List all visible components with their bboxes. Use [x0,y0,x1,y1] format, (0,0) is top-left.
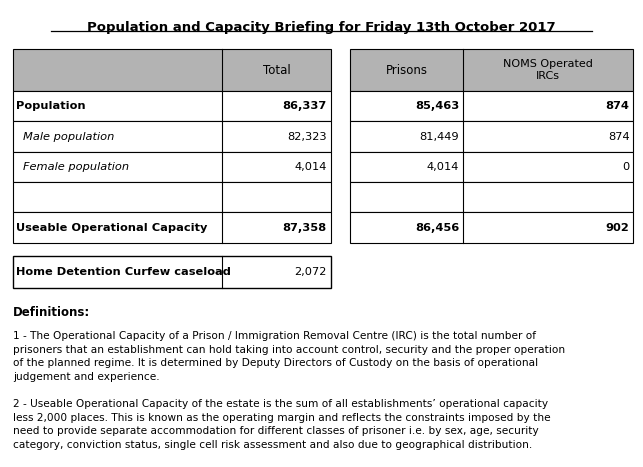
Text: 87,358: 87,358 [282,223,327,233]
Text: 86,337: 86,337 [282,101,327,111]
Text: 85,463: 85,463 [415,101,459,111]
Text: Prisons: Prisons [386,64,428,77]
Text: Population: Population [16,101,86,111]
Text: Total: Total [262,64,291,77]
Text: 874: 874 [606,101,629,111]
Text: NOMS Operated
IRCs: NOMS Operated IRCs [503,59,593,81]
FancyBboxPatch shape [350,152,633,182]
FancyBboxPatch shape [13,212,331,243]
FancyBboxPatch shape [13,121,331,152]
Text: Female population: Female population [23,162,129,172]
Text: 4,014: 4,014 [294,162,327,172]
Text: Male population: Male population [23,132,114,142]
FancyBboxPatch shape [13,256,331,288]
FancyBboxPatch shape [350,91,633,121]
FancyBboxPatch shape [13,152,331,182]
Text: Home Detention Curfew caseload: Home Detention Curfew caseload [16,267,231,277]
FancyBboxPatch shape [13,182,331,212]
Text: 86,456: 86,456 [415,223,459,233]
FancyBboxPatch shape [13,91,331,121]
Text: 1 - The Operational Capacity of a Prison / Immigration Removal Centre (IRC) is t: 1 - The Operational Capacity of a Prison… [13,331,565,382]
Text: 0: 0 [622,162,629,172]
Text: 874: 874 [608,132,629,142]
FancyBboxPatch shape [350,182,633,212]
Text: Definitions:: Definitions: [13,305,90,318]
Text: 4,014: 4,014 [427,162,459,172]
Text: 902: 902 [606,223,629,233]
Text: 82,323: 82,323 [287,132,327,142]
Text: 81,449: 81,449 [419,132,459,142]
FancyBboxPatch shape [13,49,331,91]
Text: 2,072: 2,072 [294,267,327,277]
Text: Useable Operational Capacity: Useable Operational Capacity [16,223,208,233]
FancyBboxPatch shape [350,49,633,91]
Text: 2 - Useable Operational Capacity of the estate is the sum of all establishments’: 2 - Useable Operational Capacity of the … [13,399,550,450]
FancyBboxPatch shape [350,121,633,152]
Text: Population and Capacity Briefing for Friday 13th October 2017: Population and Capacity Briefing for Fri… [87,21,556,34]
FancyBboxPatch shape [350,212,633,243]
